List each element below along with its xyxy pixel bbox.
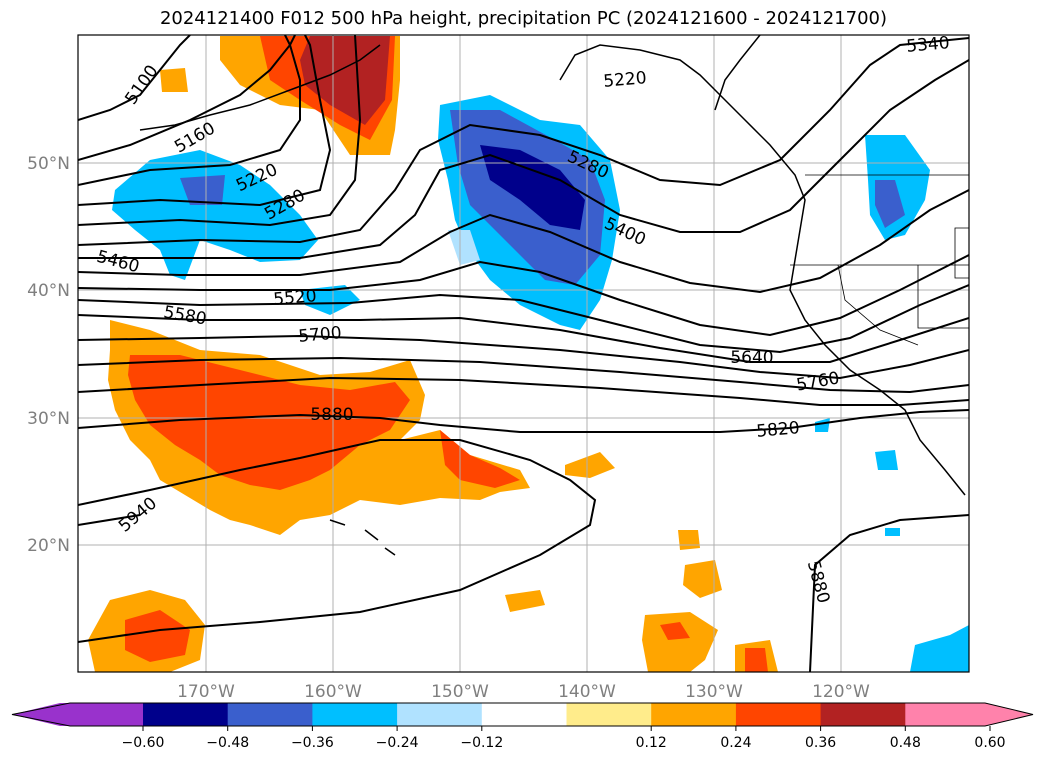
colorbar-segment bbox=[312, 703, 398, 726]
colorbar-under-extension bbox=[70, 703, 143, 726]
latitude-axis: 50°N 40°N 30°N 20°N bbox=[27, 154, 70, 556]
contour-label: 5220 bbox=[603, 68, 648, 92]
map-title: 2024121400 F012 500 hPa height, precipit… bbox=[159, 8, 888, 29]
contour-label: 5880 bbox=[310, 405, 353, 425]
positive-anomaly-fills bbox=[88, 36, 778, 672]
colorbar-segment bbox=[820, 703, 906, 726]
colorbar-segment bbox=[651, 703, 737, 726]
lon-tick: 160°W bbox=[304, 682, 362, 702]
colorbar-segment bbox=[566, 703, 652, 726]
lon-tick: 130°W bbox=[685, 682, 743, 702]
colorbar-tick-label: −0.36 bbox=[291, 735, 334, 751]
contour-label: 5820 bbox=[756, 418, 801, 442]
colorbar-tick-label: −0.24 bbox=[376, 735, 419, 751]
colorbar-over-extension bbox=[905, 703, 985, 726]
plot-frame bbox=[77, 34, 970, 673]
colorbar-segment bbox=[397, 703, 483, 726]
colorbar-tick-label: 0.60 bbox=[974, 735, 1005, 751]
colorbar-tick-label: 0.36 bbox=[805, 735, 836, 751]
lat-tick: 30°N bbox=[27, 409, 70, 429]
contour-label: 5520 bbox=[273, 286, 318, 310]
colorbar-segment bbox=[735, 703, 822, 726]
colorbar-tick-label: −0.48 bbox=[206, 735, 249, 751]
colorbar-tick-label: −0.60 bbox=[122, 735, 165, 751]
contour-label: 5640 bbox=[730, 348, 773, 368]
colorbar-under-arrow bbox=[12, 703, 70, 726]
longitude-axis: 170°W 160°W 150°W 140°W 130°W 120°W bbox=[177, 682, 870, 702]
colorbar: −0.60 −0.48 −0.36 −0.24 −0.12 0.12 0.24 0.36 0.4… bbox=[11, 702, 1034, 751]
colorbar-segment bbox=[227, 703, 313, 726]
contour-label: 5340 bbox=[906, 33, 951, 57]
colorbar-outline bbox=[11, 702, 1034, 727]
colorbar-tick-label: 0.12 bbox=[636, 735, 667, 751]
lat-tick: 40°N bbox=[27, 281, 70, 301]
colorbar-tick-label: 0.24 bbox=[720, 735, 751, 751]
lat-tick: 20°N bbox=[27, 536, 70, 556]
negative-anomaly-fills bbox=[112, 95, 969, 672]
lon-tick: 170°W bbox=[177, 682, 235, 702]
colorbar-tick-label: 0.48 bbox=[890, 735, 921, 751]
colorbar-over-arrow bbox=[985, 703, 1033, 726]
contour-label: 5700 bbox=[298, 323, 343, 347]
colorbar-segment bbox=[481, 703, 567, 726]
height-contours bbox=[78, 35, 969, 672]
colorbar-segment bbox=[143, 703, 229, 726]
lon-tick: 120°W bbox=[812, 682, 870, 702]
lon-tick: 150°W bbox=[431, 682, 489, 702]
plot-area: 5100516052205280528052205340540054605520… bbox=[78, 33, 969, 672]
colorbar-tick-label: −0.12 bbox=[460, 735, 503, 751]
lat-tick: 50°N bbox=[27, 154, 70, 174]
lon-tick: 140°W bbox=[558, 682, 616, 702]
